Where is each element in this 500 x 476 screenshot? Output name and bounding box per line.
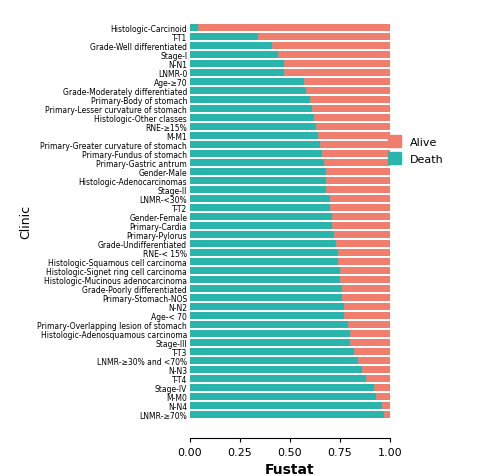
Bar bbox=[326, 177, 390, 185]
Bar bbox=[272, 42, 390, 50]
Bar bbox=[190, 132, 318, 139]
Bar bbox=[190, 294, 342, 301]
Bar bbox=[366, 375, 390, 382]
Bar bbox=[190, 168, 326, 176]
Bar bbox=[306, 88, 390, 95]
Bar bbox=[330, 204, 390, 211]
Bar bbox=[310, 96, 390, 104]
Bar bbox=[190, 186, 326, 194]
Bar bbox=[190, 312, 344, 319]
Bar bbox=[190, 384, 374, 391]
Bar bbox=[190, 123, 316, 131]
Bar bbox=[190, 150, 322, 158]
Bar bbox=[190, 402, 382, 409]
Bar bbox=[332, 222, 390, 229]
Bar bbox=[190, 105, 312, 113]
Bar bbox=[284, 60, 390, 68]
Bar bbox=[322, 150, 390, 158]
Bar bbox=[326, 168, 390, 176]
Bar bbox=[332, 213, 390, 220]
Bar bbox=[190, 249, 338, 257]
Bar bbox=[190, 231, 334, 238]
Bar bbox=[358, 357, 390, 364]
Bar bbox=[342, 294, 390, 301]
Bar bbox=[336, 240, 390, 248]
Bar bbox=[190, 60, 284, 68]
Bar bbox=[198, 24, 390, 32]
Bar bbox=[318, 132, 390, 139]
Bar bbox=[190, 411, 384, 418]
Bar bbox=[324, 159, 390, 167]
Bar bbox=[190, 69, 284, 77]
Bar bbox=[330, 195, 390, 203]
Bar bbox=[326, 186, 390, 194]
Bar bbox=[190, 348, 354, 355]
X-axis label: Fustat: Fustat bbox=[265, 463, 315, 476]
Bar bbox=[190, 195, 330, 203]
Bar bbox=[190, 258, 338, 266]
Bar bbox=[304, 79, 390, 86]
Bar bbox=[350, 330, 390, 337]
Bar bbox=[190, 339, 350, 347]
Bar bbox=[342, 285, 390, 292]
Bar bbox=[376, 393, 390, 400]
Bar bbox=[284, 69, 390, 77]
Bar bbox=[382, 402, 390, 409]
Bar bbox=[190, 240, 336, 248]
Bar bbox=[338, 249, 390, 257]
Bar bbox=[340, 276, 390, 283]
Bar bbox=[190, 141, 320, 149]
Bar bbox=[190, 285, 342, 292]
Bar bbox=[190, 276, 340, 283]
Bar bbox=[190, 303, 344, 310]
Bar bbox=[190, 330, 350, 337]
Bar bbox=[190, 42, 272, 50]
Bar bbox=[190, 177, 326, 185]
Bar bbox=[362, 366, 390, 373]
Bar bbox=[190, 204, 330, 211]
Bar bbox=[190, 375, 366, 382]
Bar bbox=[190, 33, 258, 41]
Bar bbox=[190, 88, 306, 95]
Bar bbox=[190, 213, 332, 220]
Bar bbox=[190, 51, 278, 59]
Bar bbox=[190, 96, 310, 104]
Bar bbox=[316, 123, 390, 131]
Bar bbox=[190, 222, 332, 229]
Y-axis label: Clinic: Clinic bbox=[19, 204, 32, 238]
Bar bbox=[334, 231, 390, 238]
Bar bbox=[314, 114, 390, 122]
Bar bbox=[312, 105, 390, 113]
Bar bbox=[190, 357, 358, 364]
Bar bbox=[190, 393, 376, 400]
Bar bbox=[190, 24, 198, 32]
Bar bbox=[190, 321, 348, 328]
Bar bbox=[344, 303, 390, 310]
Bar bbox=[190, 267, 340, 275]
Bar bbox=[258, 33, 390, 41]
Bar bbox=[320, 141, 390, 149]
Bar bbox=[350, 339, 390, 347]
Bar bbox=[338, 258, 390, 266]
Bar bbox=[348, 321, 390, 328]
Bar bbox=[278, 51, 390, 59]
Legend: Alive, Death: Alive, Death bbox=[384, 131, 448, 169]
Bar bbox=[374, 384, 390, 391]
Bar bbox=[340, 267, 390, 275]
Bar bbox=[190, 114, 314, 122]
Bar bbox=[190, 79, 304, 86]
Bar bbox=[190, 366, 362, 373]
Bar bbox=[354, 348, 390, 355]
Bar bbox=[384, 411, 390, 418]
Bar bbox=[190, 159, 324, 167]
Bar bbox=[344, 312, 390, 319]
